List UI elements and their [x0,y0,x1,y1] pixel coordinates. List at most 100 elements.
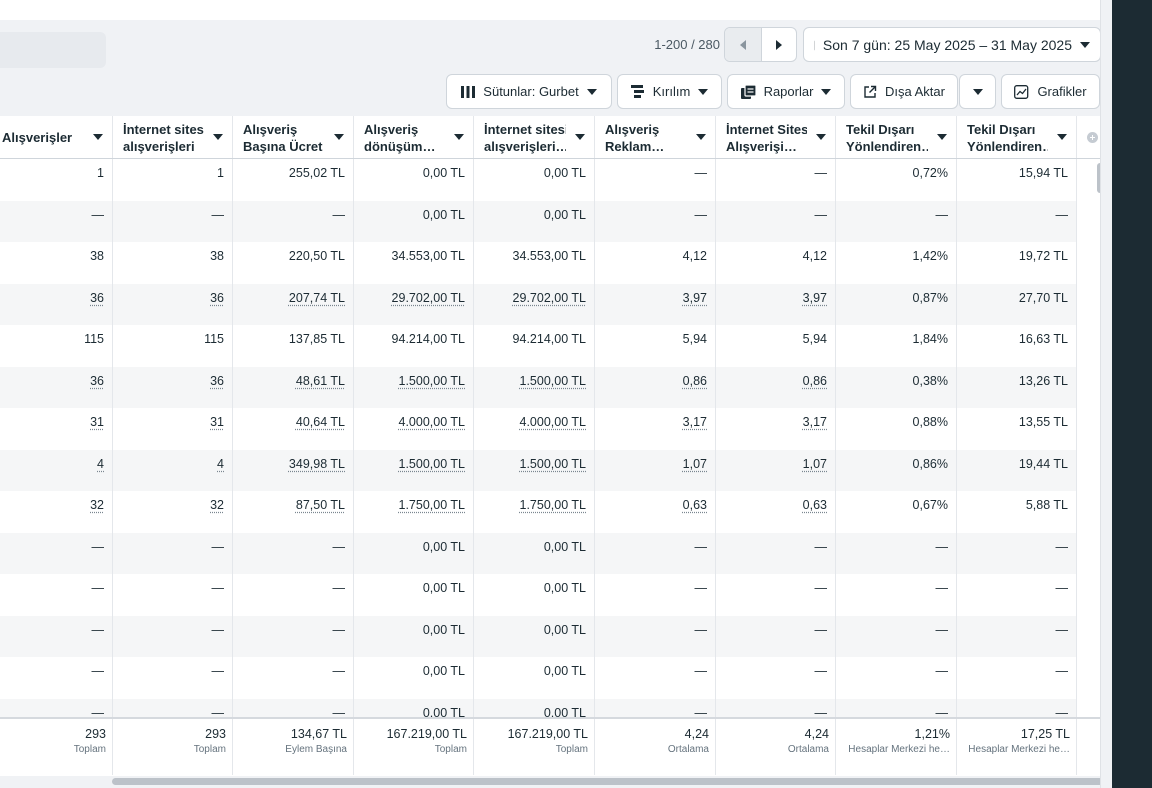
table-cell[interactable]: 36 [113,366,233,408]
table-cell[interactable]: 32 [113,491,233,533]
table-row[interactable]: — — — 0,00 TL 0,00 TL — — — — [0,657,1077,699]
table-cell[interactable]: 0,86 [595,366,716,408]
table-row[interactable]: — — — 0,00 TL 0,00 TL — — — — [0,200,1077,242]
cell-value[interactable]: 1,07 [682,456,707,471]
cell-value[interactable]: 36 [90,373,104,388]
table-row[interactable]: — — — 0,00 TL 0,00 TL — — — — [0,698,1077,719]
table-cell[interactable]: 1,07 [595,449,716,491]
table-cell[interactable]: 36 [0,366,113,408]
cell-value[interactable]: 48,61 TL [295,373,345,388]
table-cell[interactable]: 31 [113,408,233,450]
table-cell[interactable]: 1.500,00 TL [474,366,595,408]
table-row[interactable]: 1 1 255,02 TL 0,00 TL 0,00 TL — — 0,72% 15,94 TL [0,159,1077,201]
table-cell[interactable]: 3,97 [595,283,716,325]
table-row[interactable]: — — — 0,00 TL 0,00 TL — — — — [0,615,1077,657]
table-cell[interactable]: 40,64 TL [233,408,354,450]
cell-value[interactable]: 31 [210,415,224,429]
reports-button[interactable]: Raporlar [727,74,845,109]
cell-value[interactable]: 1,07 [802,456,827,471]
table-row[interactable]: 36 36 207,74 TL 29.702,00 TL 29.702,00 TL 3,9… [0,283,1077,325]
column-header[interactable]: İnternet sitesi alışverişleri… [474,116,595,158]
table-cell[interactable]: 31 [0,408,113,450]
sort-caret-icon[interactable] [454,134,464,140]
table-cell[interactable]: 4.000,00 TL [474,408,595,450]
table-cell[interactable]: 36 [113,283,233,325]
previous-page-button[interactable] [725,28,761,61]
table-cell[interactable]: 87,50 TL [233,491,354,533]
table-cell[interactable]: 3,17 [716,408,836,450]
table-cell[interactable]: 32 [0,491,113,533]
table-row[interactable]: — — — 0,00 TL 0,00 TL — — — — [0,532,1077,574]
add-column-icon[interactable] [1087,132,1098,143]
sort-caret-icon[interactable] [816,134,826,140]
sort-caret-icon[interactable] [93,134,103,140]
column-header[interactable]: İnternet Sitesi Alışverişi… [716,116,836,158]
table-cell[interactable]: 207,74 TL [233,283,354,325]
sort-caret-icon[interactable] [1057,134,1067,140]
cell-value[interactable]: 0,63 [682,498,707,512]
cell-value[interactable]: 0,86 [802,373,827,388]
table-row[interactable]: 38 38 220,50 TL 34.553,00 TL 34.553,00 TL 4,1… [0,242,1077,284]
table-cell[interactable]: 4 [113,449,233,491]
column-header[interactable]: Tekil Dışarı Yönlendiren… [957,116,1077,158]
table-cell[interactable]: 0,63 [595,491,716,533]
cell-value[interactable]: 4 [217,456,224,471]
table-cell[interactable]: 29.702,00 TL [474,283,595,325]
sort-caret-icon[interactable] [213,134,223,140]
cell-value[interactable]: 1.500,00 TL [519,456,587,471]
date-range-picker[interactable]: Son 7 gün: 25 May 2025 – 31 May 2025 [803,27,1101,62]
table-cell[interactable]: 349,98 TL [233,449,354,491]
sort-caret-icon[interactable] [937,134,947,140]
table-cell[interactable]: 4.000,00 TL [354,408,474,450]
cell-value[interactable]: 1.500,00 TL [398,373,466,388]
column-header[interactable]: Alışveriş dönüşüm… [354,116,474,158]
table-cell[interactable]: 0,86 [716,366,836,408]
cell-value[interactable]: 3,97 [802,290,827,305]
table-cell[interactable]: 1.750,00 TL [474,491,595,533]
export-button[interactable]: Dışa Aktar [850,74,958,109]
sort-caret-icon[interactable] [575,134,585,140]
table-cell[interactable]: 3,97 [716,283,836,325]
cell-value[interactable]: 31 [90,415,104,429]
table-row[interactable]: 115 115 137,85 TL 94.214,00 TL 94.214,00 TL 5… [0,325,1077,367]
table-cell[interactable]: 36 [0,283,113,325]
cell-value[interactable]: 349,98 TL [288,456,345,471]
table-cell[interactable]: 4 [0,449,113,491]
table-cell[interactable]: 3,17 [595,408,716,450]
cell-value[interactable]: 4.000,00 TL [398,415,466,429]
table-row[interactable]: — — — 0,00 TL 0,00 TL — — — — [0,574,1077,616]
cell-value[interactable]: 1.500,00 TL [519,373,587,388]
column-header[interactable]: İnternet sitesi alışverişleri [113,116,233,158]
cell-value[interactable]: 3,17 [682,415,707,429]
table-cell[interactable]: 0,63 [716,491,836,533]
cell-value[interactable]: 29.702,00 TL [512,290,586,305]
table-cell[interactable]: 1.500,00 TL [474,449,595,491]
table-cell[interactable]: 1.750,00 TL [354,491,474,533]
column-header[interactable]: Alışveriş Reklam… [595,116,716,158]
table-row[interactable]: 4 4 349,98 TL 1.500,00 TL 1.500,00 TL 1,07 1,0… [0,449,1077,491]
table-row[interactable]: 36 36 48,61 TL 1.500,00 TL 1.500,00 TL 0,86 0,… [0,366,1077,408]
table-cell[interactable]: 29.702,00 TL [354,283,474,325]
cell-value[interactable]: 36 [90,290,104,305]
sort-caret-icon[interactable] [334,134,344,140]
cell-value[interactable]: 1.500,00 TL [398,456,466,471]
cell-value[interactable]: 0,86 [682,373,707,388]
cell-value[interactable]: 87,50 TL [295,498,345,512]
cell-value[interactable]: 3,17 [802,415,827,429]
cell-value[interactable]: 36 [210,290,224,305]
column-header[interactable]: Tekil Dışarı Yönlendiren… [836,116,957,158]
cell-value[interactable]: 1.750,00 TL [519,498,587,512]
table-cell[interactable]: 48,61 TL [233,366,354,408]
sort-caret-icon[interactable] [696,134,706,140]
table-row[interactable]: 32 32 87,50 TL 1.750,00 TL 1.750,00 TL 0,63 0,… [0,491,1077,533]
cell-value[interactable]: 29.702,00 TL [391,290,465,305]
next-page-button[interactable] [760,28,797,61]
cell-value[interactable]: 4.000,00 TL [519,415,587,429]
charts-button[interactable]: Grafikler [1001,74,1100,109]
column-header[interactable]: Alışveriş Başına Ücret [233,116,354,158]
table-cell[interactable]: 1.500,00 TL [354,366,474,408]
horizontal-scrollbar[interactable] [112,778,1103,785]
cell-value[interactable]: 32 [90,498,104,512]
search-field-edge[interactable] [0,32,106,68]
table-cell[interactable]: 1.500,00 TL [354,449,474,491]
